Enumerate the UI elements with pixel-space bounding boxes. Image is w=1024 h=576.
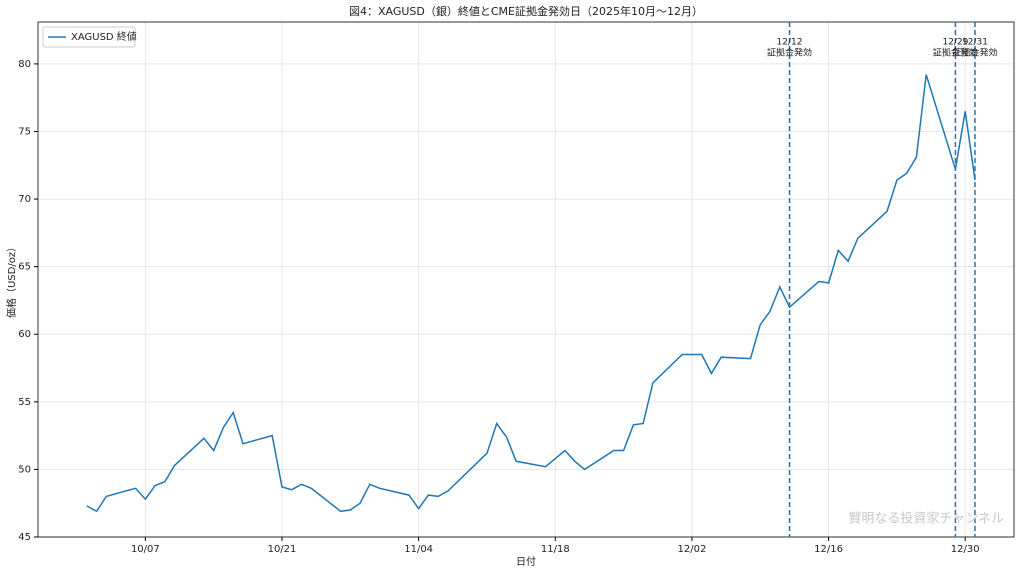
plot-frame	[37, 21, 1015, 538]
legend: XAGUSD 終値	[42, 26, 137, 48]
chart-title: 図4：XAGUSD（銀）終値とCME証拠金発効日（2025年10月〜12月）	[349, 4, 703, 18]
y-tick-label: 50	[18, 464, 31, 475]
event-label: 証拠金発効	[767, 47, 812, 59]
x-tick-label: 10/21	[268, 544, 297, 555]
event-label: 証拠金発効	[933, 47, 978, 59]
event-label: 証拠金発効	[952, 47, 997, 59]
x-axis-label: 日付	[516, 555, 536, 568]
watermark: 賢明なる投資家チャンネル	[848, 511, 1004, 527]
x-tick-label: 11/04	[404, 544, 433, 555]
event-date: 12/12	[777, 38, 803, 48]
y-tick-label: 45	[18, 532, 31, 543]
event-date: 12/31	[962, 38, 988, 48]
x-tick-label: 12/16	[814, 544, 843, 555]
data-line	[86, 74, 976, 513]
y-tick-label: 70	[18, 194, 31, 205]
y-tick-label: 75	[18, 126, 31, 137]
y-axis-label: 価格（USD/oz）	[5, 242, 18, 318]
x-tick-label: 10/07	[131, 544, 160, 555]
x-tick-label: 11/18	[541, 544, 570, 555]
x-tick-label: 12/30	[951, 544, 980, 555]
x-tick-label: 12/02	[678, 544, 707, 555]
legend-box	[42, 26, 136, 48]
y-tick-label: 80	[18, 59, 31, 70]
legend-label: XAGUSD 終値	[71, 30, 137, 43]
y-tick-label: 55	[18, 397, 31, 408]
event-date: 12/29	[942, 38, 968, 48]
y-tick-label: 60	[18, 329, 31, 340]
y-tick-label: 65	[18, 262, 31, 273]
